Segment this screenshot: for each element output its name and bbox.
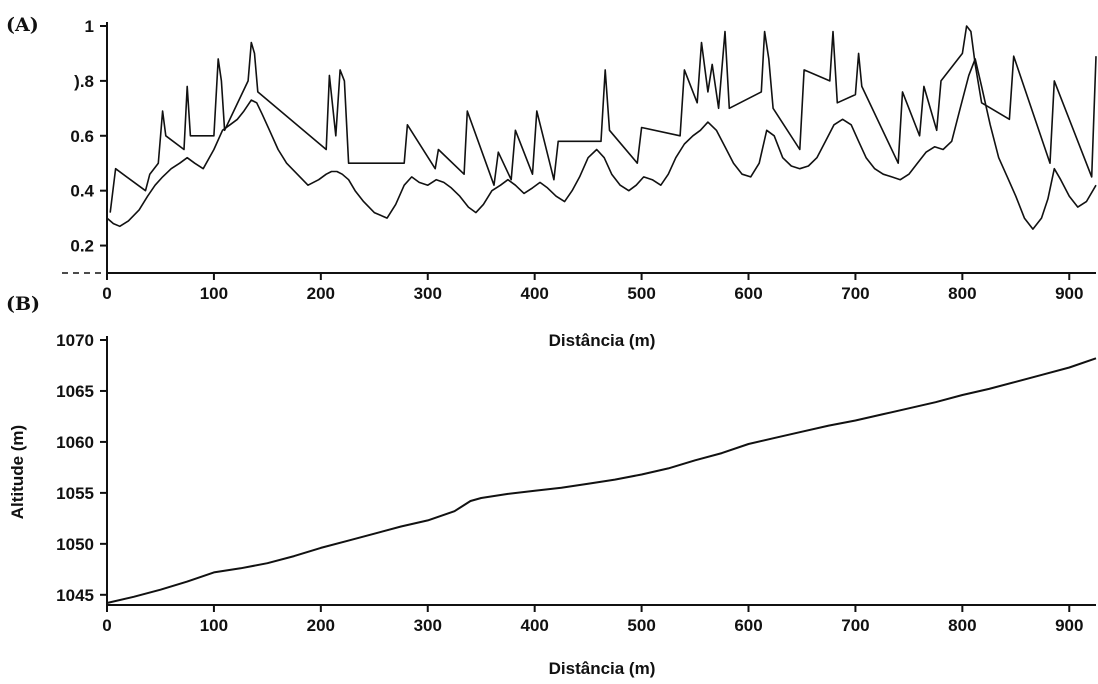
panel-a-x-tick-label: 500	[627, 284, 655, 303]
panel-b-y-tick-label: 1060	[56, 433, 94, 452]
panel-b-y-tick-label: 1070	[56, 331, 94, 350]
panel-b-series-1-line	[106, 357, 1097, 604]
panel-b-y-tick-label: 1045	[56, 586, 94, 605]
panel-a-y-tick-label: ).8	[74, 72, 94, 91]
panel-a-xlabel: Distância (m)	[549, 331, 656, 350]
panel-a-x-tick-label: 0	[102, 284, 111, 303]
panel-b-x-tick-label: 600	[734, 616, 762, 635]
panel-a-label: (A)	[6, 14, 39, 36]
panel-a-x-tick-label: 600	[734, 284, 762, 303]
panel-b-ylabel: Altitude (m)	[8, 425, 27, 519]
panel-a-plot	[106, 25, 1097, 230]
panel-b-x-tick-label: 800	[948, 616, 976, 635]
panel-b-x-tick-label: 300	[414, 616, 442, 635]
panel-a-x-tick-label: 900	[1055, 284, 1083, 303]
panel-b-axes: 0 100 200 300 400 500 600 700 800 900 1045 1050 1055…	[56, 331, 1096, 635]
panel-b: (B) 0 100 200 300 400 500 600 700 800 900 1045 1050…	[6, 293, 1097, 678]
panel-b-x-tick-label: 500	[627, 616, 655, 635]
panel-b-x-tick-label: 200	[307, 616, 335, 635]
panel-b-y-tick-label: 1050	[56, 535, 94, 554]
panel-b-y-tick-label: 1065	[56, 382, 94, 401]
panel-b-x-tick-label: 900	[1055, 616, 1083, 635]
panel-b-label: (B)	[6, 293, 40, 315]
panel-a-x-tick-label: 200	[307, 284, 335, 303]
panel-a-y-tick-label: 1	[85, 17, 94, 36]
panel-a-series-2-line	[109, 25, 1097, 213]
panel-a-x-tick-label: 700	[841, 284, 869, 303]
panel-a-x-tick-label: 300	[414, 284, 442, 303]
panel-a-y-tick-label: 0.2	[70, 237, 94, 256]
panel-b-xlabel: Distância (m)	[549, 659, 656, 678]
panel-b-x-tick-label: 400	[520, 616, 548, 635]
panel-a-x-tick-label: 800	[948, 284, 976, 303]
panel-a-x-tick-label: 100	[200, 284, 228, 303]
panel-a-axes: 0 100 200 300 400 500 600 700 800 900 0.2 0.4 0.6 ).8…	[62, 17, 1096, 303]
panel-b-plot	[106, 357, 1097, 604]
panel-a-series-1-line	[106, 58, 1097, 230]
panel-a-x-tick-label: 400	[520, 284, 548, 303]
panel-b-x-tick-label: 100	[200, 616, 228, 635]
panel-b-x-tick-label: 700	[841, 616, 869, 635]
panel-b-x-tick-label: 0	[102, 616, 111, 635]
panel-b-y-tick-label: 1055	[56, 484, 94, 503]
panel-a: (A) 0 100 200 300 400 500 600 700 800 900 0.2 0.4 0.…	[6, 14, 1097, 350]
panel-a-y-tick-label: 0.4	[70, 182, 94, 201]
panel-a-y-tick-label: 0.6	[70, 127, 94, 146]
